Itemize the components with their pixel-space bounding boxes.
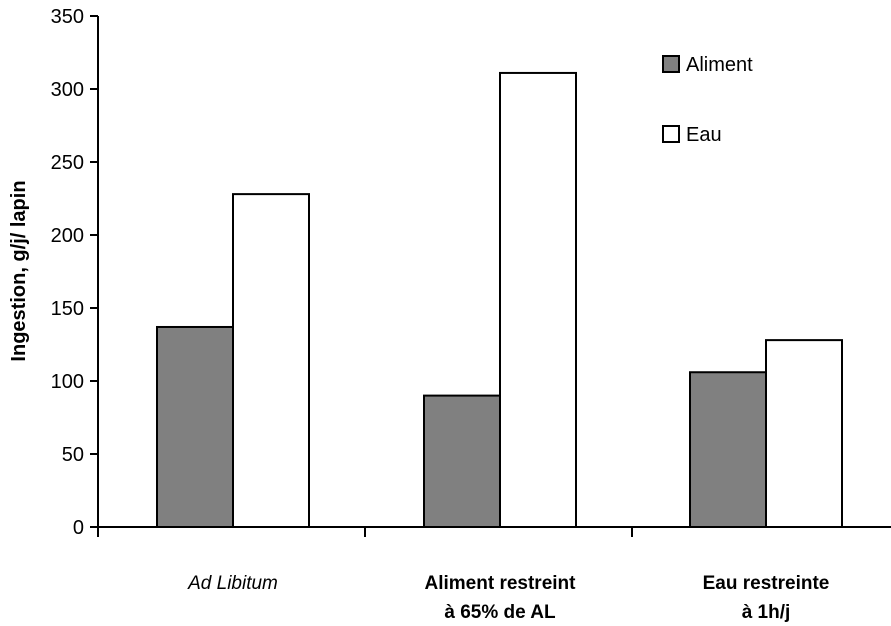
axes	[97, 16, 891, 528]
legend-swatch-aliment	[662, 55, 680, 73]
y-tick-label: 200	[51, 225, 84, 247]
bar-eau-2	[765, 339, 843, 528]
category-label: Ad Libitum	[187, 573, 278, 594]
category-label: Eau restreinte	[703, 573, 830, 594]
legend-swatch-eau	[662, 125, 680, 143]
bars	[156, 71, 843, 529]
x-axis-ticks	[97, 527, 633, 537]
y-axis-title: Ingestion, g/j/ lapin	[8, 180, 30, 361]
bar-aliment-2	[689, 371, 767, 528]
bar-eau-0	[232, 193, 310, 528]
category-label: à 65% de AL	[444, 602, 556, 623]
category-label: à 1h/j	[742, 602, 791, 623]
category-label: Aliment restreint	[425, 573, 577, 594]
y-tick-label: 0	[73, 517, 84, 539]
bar-aliment-1	[423, 394, 501, 528]
legend-label-eau: Eau	[686, 124, 722, 146]
y-tick-label: 250	[51, 152, 84, 174]
y-tick-label: 300	[51, 79, 84, 101]
category-labels: Ad Libitum Aliment restreint à 65% de AL Ea…	[187, 573, 829, 623]
bar-aliment-0	[156, 325, 234, 529]
y-tick-label: 150	[51, 298, 84, 320]
bar-eau-1	[499, 71, 577, 528]
y-tick-label: 350	[51, 6, 84, 28]
legend: Aliment Eau	[662, 54, 753, 146]
y-tick-label: 50	[62, 444, 84, 466]
y-axis-ticks: 0 50 100 150 200 250 300 350	[51, 6, 98, 539]
legend-label-aliment: Aliment	[686, 54, 753, 76]
y-tick-label: 100	[51, 371, 84, 393]
